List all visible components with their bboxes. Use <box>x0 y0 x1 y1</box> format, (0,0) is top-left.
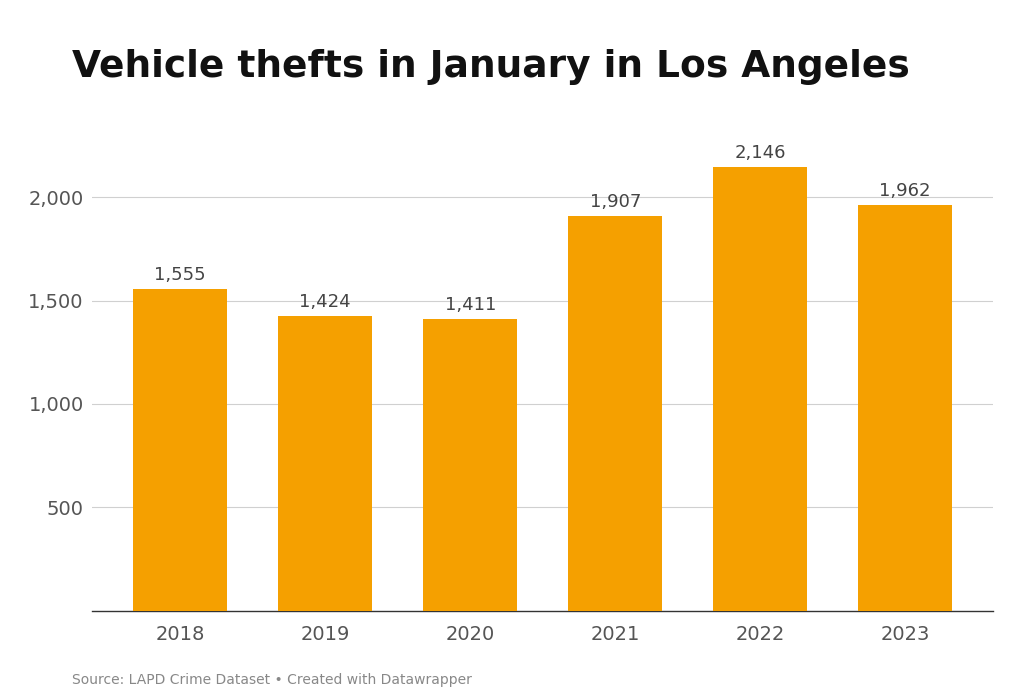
Text: Source: LAPD Crime Dataset • Created with Datawrapper: Source: LAPD Crime Dataset • Created wit… <box>72 673 472 687</box>
Text: 1,962: 1,962 <box>880 182 931 200</box>
Text: 1,555: 1,555 <box>155 266 206 284</box>
Text: 1,424: 1,424 <box>299 293 351 311</box>
Bar <box>713 167 807 611</box>
Text: Vehicle thefts in January in Los Angeles: Vehicle thefts in January in Los Angeles <box>72 49 909 85</box>
Text: 1,411: 1,411 <box>444 296 496 314</box>
Bar <box>423 319 517 611</box>
Bar <box>568 217 663 611</box>
Text: 1,907: 1,907 <box>590 194 641 212</box>
Text: 2,146: 2,146 <box>734 144 786 162</box>
Bar <box>133 289 227 611</box>
Bar <box>858 205 952 611</box>
Bar <box>279 316 373 611</box>
